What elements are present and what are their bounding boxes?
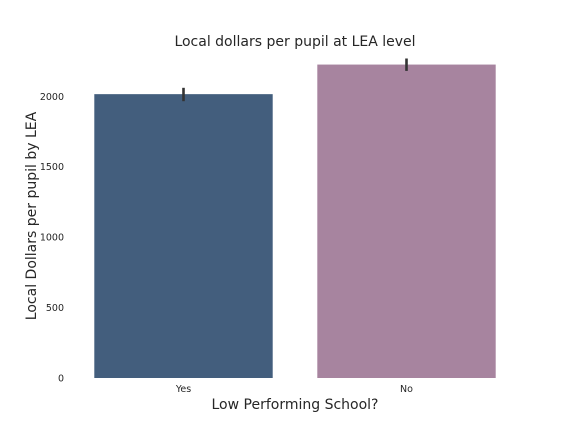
chart-title: Local dollars per pupil at LEA level (174, 34, 415, 50)
y-axis-label: Local Dollars per pupil by LEA (24, 111, 40, 320)
y-tick-label: 1500 (40, 162, 64, 173)
x-tick-label-no: No (400, 384, 413, 395)
x-axis-label: Low Performing School? (212, 397, 379, 413)
bar-no (317, 64, 496, 378)
y-axis-ticks: 0 500 1000 1500 2000 (40, 92, 64, 385)
y-tick-label: 1000 (40, 233, 64, 244)
y-tick-label: 2000 (40, 92, 64, 103)
y-tick-label: 0 (58, 374, 64, 385)
bars-group (94, 64, 496, 378)
x-tick-label-yes: Yes (175, 384, 191, 395)
bar-yes (94, 94, 273, 378)
y-tick-label: 500 (46, 303, 64, 314)
error-bars-group (182, 58, 408, 102)
x-axis-ticks: Yes No (175, 384, 413, 395)
